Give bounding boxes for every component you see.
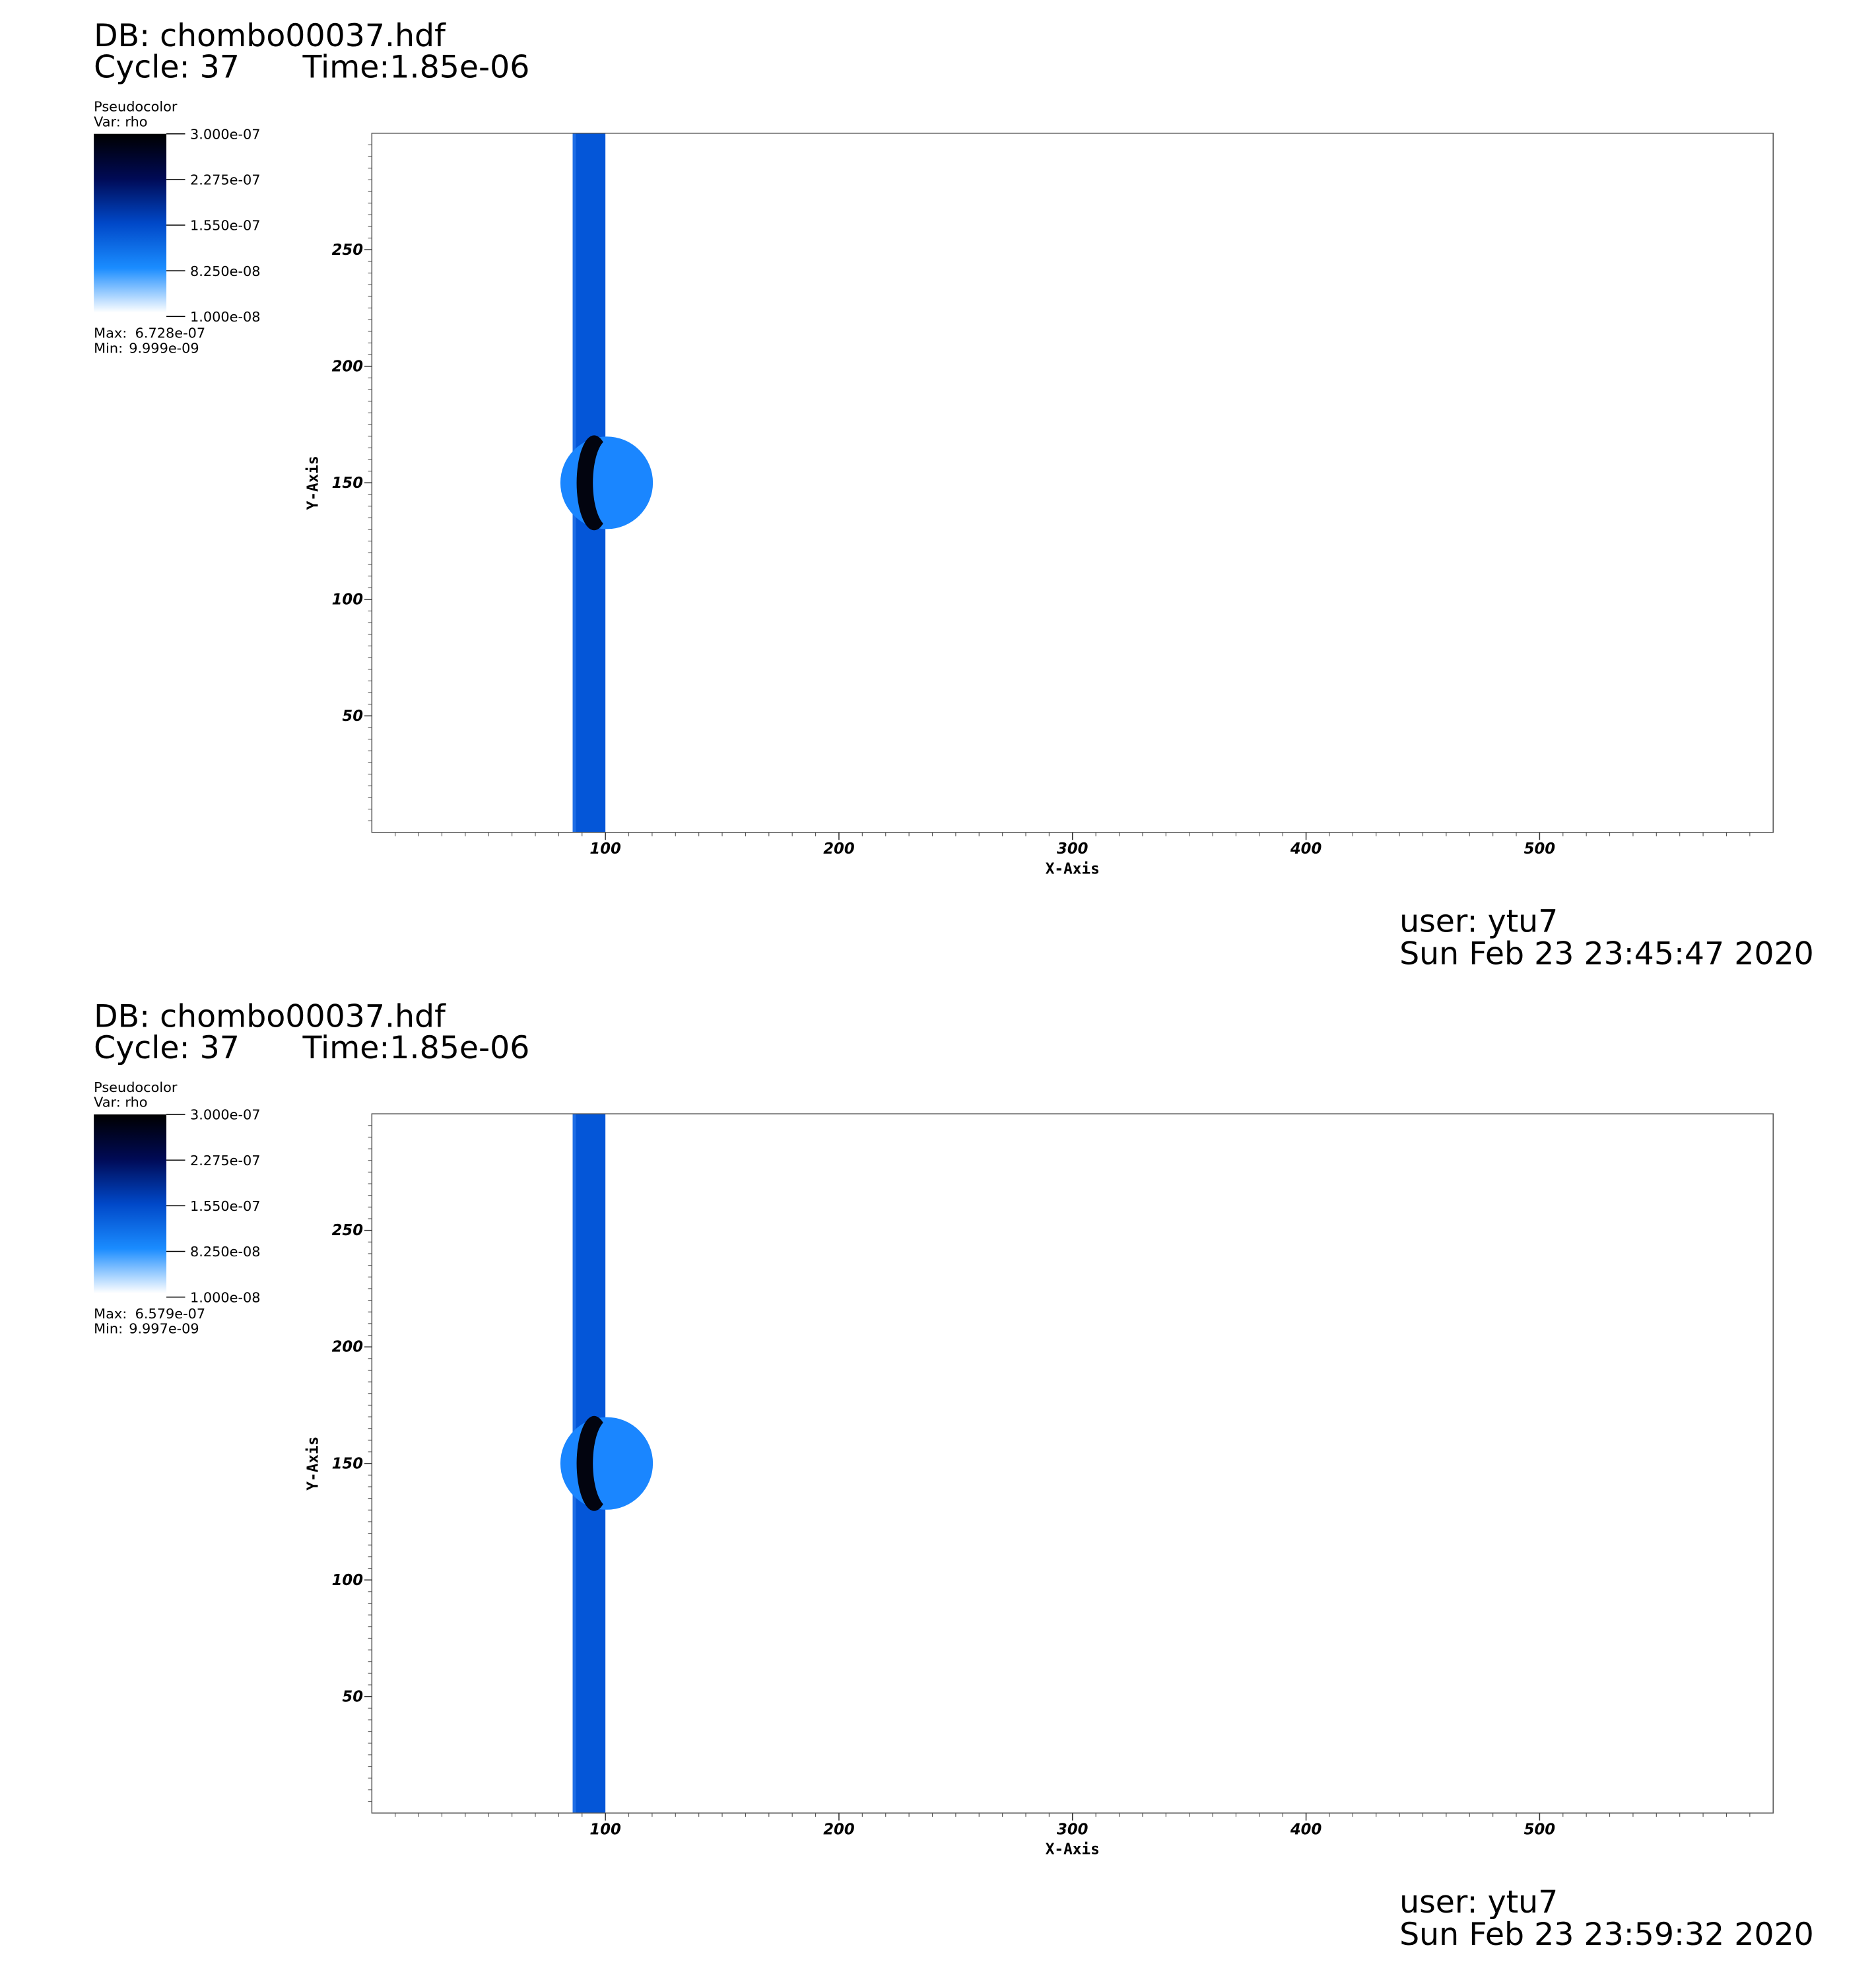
legend-title: Pseudocolor xyxy=(94,99,178,115)
y-axis-label: Y-Axis xyxy=(304,456,321,510)
cycle: Cycle: 37 xyxy=(94,49,240,85)
x-tick-label: 200 xyxy=(823,840,854,858)
colorbar-tick-label: 3.000e-07 xyxy=(190,1107,260,1123)
colorbar-tick-label: 8.250e-08 xyxy=(190,263,260,279)
y-tick-label: 250 xyxy=(332,1222,363,1239)
y-tick-label: 50 xyxy=(342,1688,363,1705)
x-tick-label: 200 xyxy=(823,1821,854,1838)
colorbar-tick-label: 2.275e-07 xyxy=(190,172,260,187)
date: Sun Feb 23 23:45:47 2020 xyxy=(1399,936,1814,972)
min-label: Min: xyxy=(94,1321,123,1337)
x-axis-label: X-Axis xyxy=(1046,860,1100,877)
user: user: ytu7 xyxy=(1399,1884,1558,1920)
db-title: DB: chombo00037.hdf xyxy=(94,18,446,54)
x-tick-label: 100 xyxy=(589,1821,620,1838)
colorbar xyxy=(94,1114,167,1294)
min-label: Min: xyxy=(94,340,123,356)
y-axis-label: Y-Axis xyxy=(304,1437,321,1491)
max-value: 6.579e-07 xyxy=(135,1306,205,1322)
legend-variable: Var: rho xyxy=(94,114,147,129)
min-value: 9.997e-09 xyxy=(129,1321,199,1337)
y-tick-label: 200 xyxy=(332,358,363,375)
y-tick-label: 250 xyxy=(332,242,363,259)
y-tick-label: 100 xyxy=(332,1572,363,1589)
x-axis-label: X-Axis xyxy=(1046,1841,1100,1858)
y-tick-label: 150 xyxy=(332,475,363,492)
x-tick-label: 100 xyxy=(589,840,620,858)
y-tick-label: 150 xyxy=(332,1455,363,1472)
db-title: DB: chombo00037.hdf xyxy=(94,998,446,1035)
x-tick-label: 500 xyxy=(1524,840,1555,858)
max-value: 6.728e-07 xyxy=(135,325,205,341)
field xyxy=(560,1114,653,1814)
colorbar-tick-label: 3.000e-07 xyxy=(190,126,260,142)
colorbar-tick-label: 2.275e-07 xyxy=(190,1153,260,1169)
x-tick-label: 300 xyxy=(1057,1821,1088,1838)
legend-title: Pseudocolor xyxy=(94,1079,178,1095)
min-value: 9.999e-09 xyxy=(129,340,199,356)
field xyxy=(560,133,653,832)
colorbar-tick-label: 1.000e-08 xyxy=(190,309,260,325)
bubble-inner xyxy=(593,439,626,527)
y-tick-label: 100 xyxy=(332,591,363,608)
colorbar xyxy=(94,133,167,313)
legend-variable: Var: rho xyxy=(94,1095,147,1110)
colorbar-tick-label: 1.000e-08 xyxy=(190,1289,260,1305)
max-label: Max: xyxy=(94,1306,127,1322)
colorbar-tick-label: 1.550e-07 xyxy=(190,1198,260,1214)
date: Sun Feb 23 23:59:32 2020 xyxy=(1399,1917,1814,1953)
x-tick-label: 400 xyxy=(1290,1821,1322,1838)
max-label: Max: xyxy=(94,325,127,341)
colorbar-tick-label: 1.550e-07 xyxy=(190,218,260,234)
x-tick-label: 300 xyxy=(1057,840,1088,858)
colorbar-tick-label: 8.250e-08 xyxy=(190,1244,260,1260)
time: Time:1.85e-06 xyxy=(302,1030,530,1066)
time: Time:1.85e-06 xyxy=(302,49,530,85)
y-tick-label: 200 xyxy=(332,1339,363,1356)
y-tick-label: 50 xyxy=(342,708,363,725)
x-tick-label: 500 xyxy=(1524,1821,1555,1838)
bubble-inner xyxy=(593,1419,626,1507)
cycle: Cycle: 37 xyxy=(94,1030,240,1066)
user: user: ytu7 xyxy=(1399,903,1558,939)
x-tick-label: 400 xyxy=(1290,840,1322,858)
